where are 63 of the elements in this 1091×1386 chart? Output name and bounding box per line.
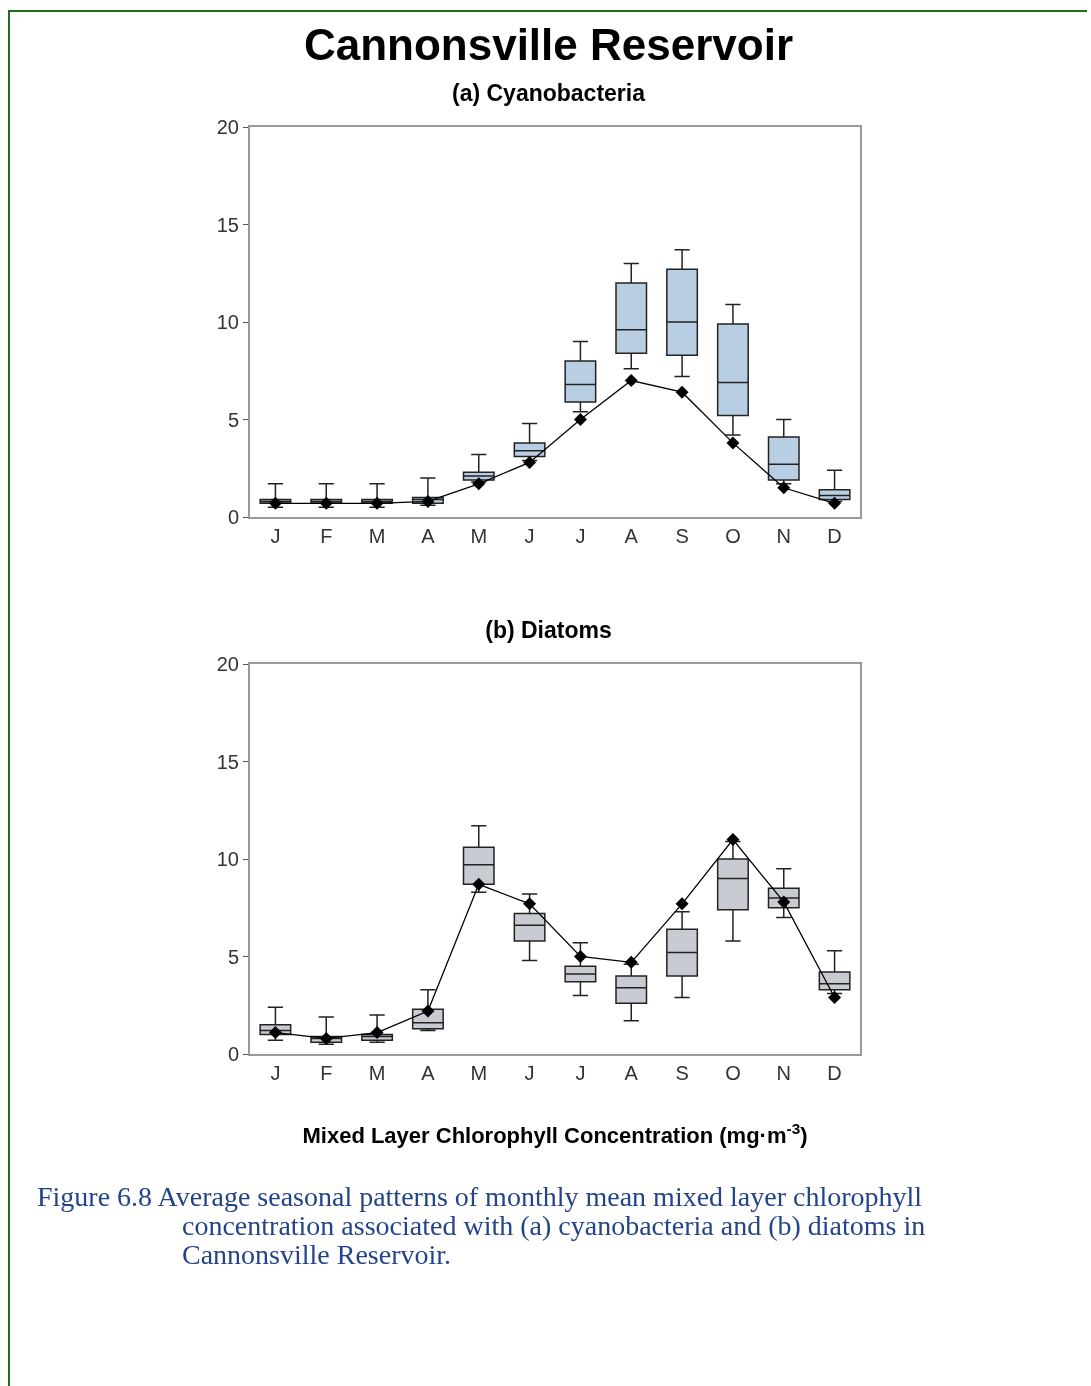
point — [421, 1004, 435, 1018]
chart-title: (b) Diatoms — [484, 617, 613, 644]
x-tick-label: D — [827, 1062, 842, 1084]
x-tick-label: J — [524, 525, 535, 547]
x-tick-label: S — [675, 1062, 689, 1084]
point — [370, 1026, 384, 1040]
x-tick-label: A — [624, 1062, 639, 1084]
y-tick-label: 15 — [216, 750, 239, 773]
x-tick-label: O — [725, 525, 741, 547]
point — [370, 496, 384, 510]
x-tick-label: A — [421, 525, 436, 547]
point — [828, 496, 842, 510]
point — [421, 494, 435, 508]
x-tick-label: M — [368, 1062, 386, 1084]
x-tick-label: M — [470, 525, 488, 547]
point — [573, 950, 587, 963]
x-tick-label: J — [270, 525, 281, 547]
point — [675, 897, 689, 911]
point — [472, 477, 486, 491]
point — [319, 496, 333, 510]
y-tick-label: 0 — [227, 1043, 239, 1065]
x-tick-label: N — [776, 525, 791, 547]
y-tick-label: 20 — [216, 116, 239, 138]
point — [268, 496, 282, 510]
x-tick-label: O — [725, 1062, 741, 1084]
x-tick-label: F — [320, 525, 333, 547]
point — [777, 481, 791, 495]
x-axis-title: Mixed Layer Chlorophyll Concentration (mg·m$^{-3}$) — [302, 1120, 808, 1149]
y-tick-label: 20 — [216, 653, 239, 675]
point — [319, 1031, 333, 1045]
point — [675, 385, 689, 399]
point — [726, 833, 740, 846]
x-tick-label: J — [270, 1062, 281, 1084]
point — [523, 897, 537, 911]
x-tick-label: M — [368, 525, 386, 547]
y-tick-label: 0 — [227, 506, 239, 528]
point — [777, 895, 791, 909]
y-tick-label: 15 — [216, 213, 239, 236]
point — [624, 374, 638, 387]
chart-title: Cannonsville Reservoir — [302, 20, 795, 70]
point — [828, 990, 842, 1004]
x-tick-label: F — [320, 1062, 333, 1084]
x-tick-label: N — [776, 1062, 791, 1084]
y-tick-label: 10 — [216, 848, 239, 870]
chart-subtitle: (a) Cyanobacteria — [451, 80, 647, 107]
point — [726, 436, 740, 450]
point — [268, 1026, 282, 1040]
x-tick-label: D — [827, 525, 842, 547]
x-tick-label: A — [624, 525, 639, 547]
y-tick-label: 5 — [227, 945, 239, 968]
y-tick-label: 10 — [216, 311, 239, 333]
point — [472, 877, 486, 891]
point — [573, 413, 587, 426]
x-tick-label: J — [575, 525, 586, 547]
y-tick-label: 5 — [227, 408, 239, 431]
x-tick-label: J — [524, 1062, 535, 1084]
x-tick-label: M — [470, 1062, 488, 1084]
caption: Figure 6.8 Average seasonal patterns of monthly mean mixed layer chlorophyll concentration associated with (a) cyanobacteria and (b) diatoms in Cannonsville Reservoir. — [36, 1181, 927, 1270]
point — [624, 955, 638, 969]
x-tick-label: J — [575, 1062, 586, 1084]
point — [523, 455, 537, 469]
x-tick-label: S — [675, 525, 689, 547]
x-tick-label: A — [421, 1062, 436, 1084]
